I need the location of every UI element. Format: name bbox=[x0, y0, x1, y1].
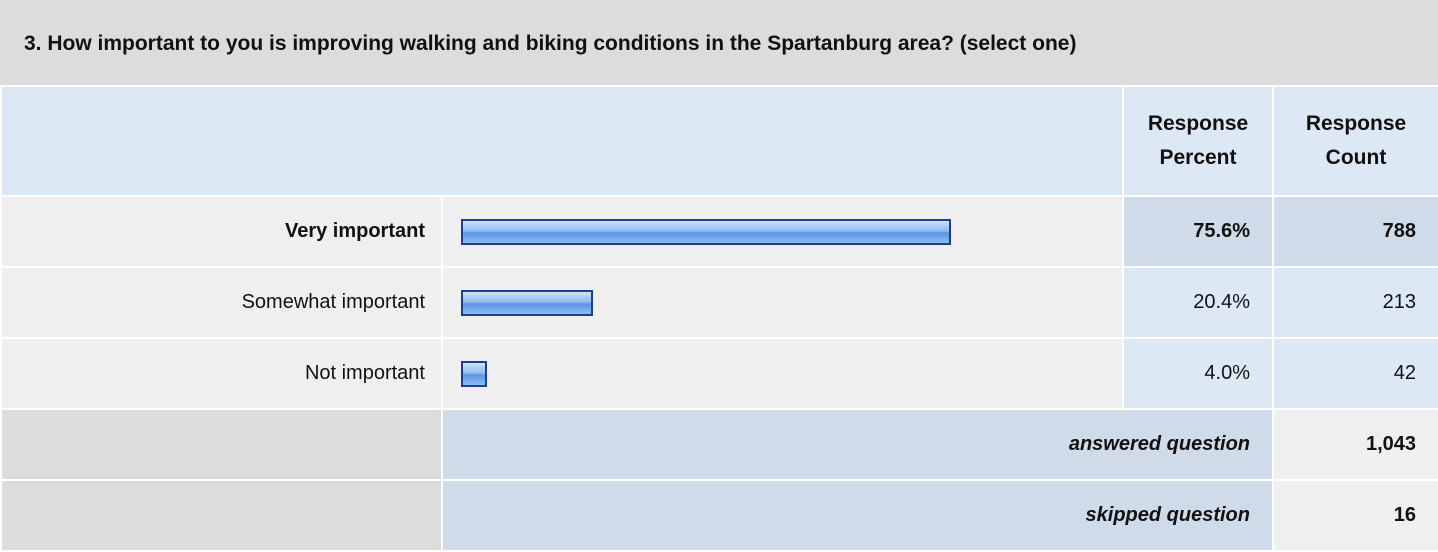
answer-label: Not important bbox=[0, 337, 443, 410]
header-count: Response Count bbox=[1271, 85, 1438, 197]
blank bbox=[0, 408, 443, 481]
answer-row: Very important 75.6% 788 bbox=[0, 195, 1438, 268]
answer-label: Somewhat important bbox=[0, 266, 443, 339]
count: 213 bbox=[1271, 266, 1438, 339]
answer-label: Very important bbox=[0, 195, 443, 268]
bar bbox=[461, 360, 487, 387]
percent: 4.0% bbox=[1122, 337, 1274, 410]
answered-label: answered question bbox=[441, 408, 1274, 481]
header-percent: Response Percent bbox=[1122, 85, 1274, 197]
blank bbox=[0, 479, 443, 552]
answer-row: Not important 4.0% 42 bbox=[0, 337, 1438, 410]
percent: 75.6% bbox=[1122, 195, 1274, 268]
bar bbox=[461, 218, 951, 245]
bar bbox=[461, 289, 594, 316]
count: 788 bbox=[1271, 195, 1438, 268]
question-title: 3. How important to you is improving wal… bbox=[0, 0, 1438, 87]
header-blank bbox=[0, 85, 1124, 197]
percent: 20.4% bbox=[1122, 266, 1274, 339]
answered-count: 1,043 bbox=[1271, 408, 1438, 481]
skipped-label: skipped question bbox=[441, 479, 1274, 552]
skipped-count: 16 bbox=[1271, 479, 1438, 552]
count: 42 bbox=[1271, 337, 1438, 410]
answer-row: Somewhat important 20.4% 213 bbox=[0, 266, 1438, 339]
